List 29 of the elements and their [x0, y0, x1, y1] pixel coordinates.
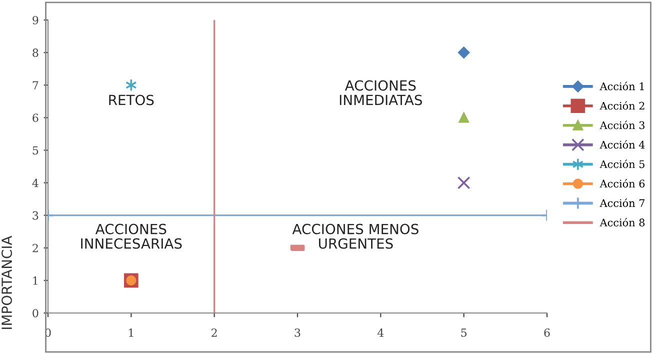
legend-label: Acción 6	[600, 179, 645, 188]
x-tick-label: 4	[377, 328, 384, 337]
y-tick-label: 1	[33, 276, 38, 285]
y-tick-label: 8	[32, 48, 38, 57]
legend-label: Acción 1	[600, 82, 644, 90]
y-tick-label: 7	[32, 81, 38, 90]
legend-label: Acción 5	[600, 160, 644, 168]
y-tick-label: 0	[32, 308, 38, 318]
legend-label: Acción 2	[600, 101, 644, 110]
x-tick-label: 2	[212, 328, 217, 337]
y-tick-label: 4	[32, 178, 38, 187]
y-tick-label: 6	[32, 114, 38, 122]
x-tick-label: 5	[461, 328, 467, 337]
legend-label: Acción 4	[600, 140, 645, 149]
legend-label: Acción 3	[600, 120, 644, 130]
annotation: ACCIONES INNECESARIAS	[81, 224, 182, 249]
y-tick-label: 2	[32, 244, 38, 252]
legend-label: Acción 7	[600, 198, 644, 207]
y-axis-title: IMPORTANCIA	[2, 236, 12, 329]
y-tick-label: 5	[32, 146, 38, 155]
y-tick-label: 3	[32, 211, 38, 220]
legend-label: Acción 8	[600, 218, 645, 226]
x-tick-label: 3	[294, 328, 300, 337]
annotation: RETOS	[109, 94, 154, 106]
x-tick-label: 6	[544, 328, 550, 337]
x-tick-label: 1	[128, 328, 134, 337]
annotation: ACCIONES MENOS URGENTES	[292, 224, 418, 249]
annotation: ACCIONES INMEDIATAS	[340, 80, 422, 106]
y-tick-label: 9	[32, 16, 38, 24]
